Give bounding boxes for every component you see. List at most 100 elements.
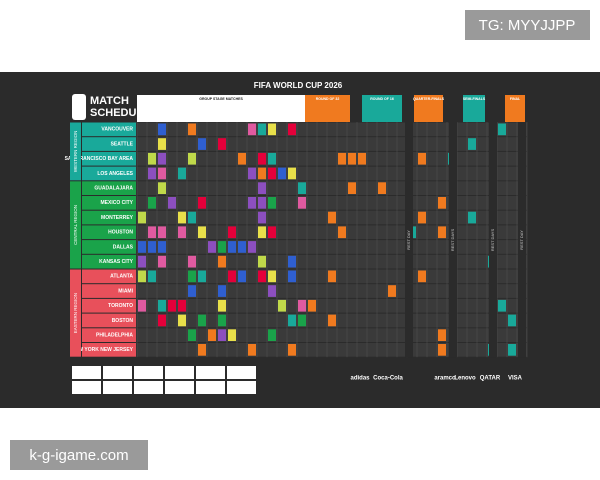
match-cell xyxy=(358,152,366,165)
city-label: GUADALAJARA xyxy=(94,185,133,191)
match-cell xyxy=(178,167,186,180)
city-cell xyxy=(82,269,136,284)
match-cell xyxy=(178,314,186,327)
city-label: KANSAS CITY xyxy=(99,259,134,265)
match-cell xyxy=(418,270,426,283)
match-cell xyxy=(288,270,296,283)
match-cell xyxy=(258,182,266,194)
match-cell xyxy=(208,241,216,253)
match-cell xyxy=(198,314,206,327)
city-label: NEW YORK NEW JERSEY xyxy=(71,347,133,353)
match-cell xyxy=(498,123,506,136)
match-cell xyxy=(278,167,286,180)
sponsor: adidas xyxy=(350,376,370,382)
match-cell xyxy=(148,152,156,165)
match-cell xyxy=(328,211,336,224)
city-label: MONTERREY xyxy=(101,215,134,221)
stage-header xyxy=(137,95,305,122)
city-label: ATLANTA xyxy=(110,274,133,280)
city-cell xyxy=(82,298,136,313)
row-band xyxy=(137,225,527,240)
stage-label: ROUND OF 32 xyxy=(316,97,340,101)
match-cell xyxy=(258,197,266,209)
region-label: CENTRAL REGION xyxy=(73,205,78,245)
match-cell xyxy=(388,285,396,297)
match-cell xyxy=(238,270,246,283)
city-cell xyxy=(82,137,136,151)
heading: SCHEDULE xyxy=(90,107,151,119)
match-cell xyxy=(148,270,156,283)
row-band xyxy=(137,196,527,210)
match-cell xyxy=(138,241,146,253)
match-cell xyxy=(158,314,166,327)
stage-label: ROUND OF 16 xyxy=(370,97,394,101)
match-cell xyxy=(188,270,196,283)
match-cell xyxy=(228,270,236,283)
match-cell xyxy=(138,299,146,312)
row-band xyxy=(137,166,527,181)
match-cell xyxy=(258,255,266,268)
match-cell xyxy=(188,329,196,341)
row-band xyxy=(137,137,527,151)
city-label: TORONTO xyxy=(108,303,133,309)
rest-day: REST DAYS xyxy=(490,229,495,252)
match-cell xyxy=(188,123,196,136)
stage-header xyxy=(463,95,485,122)
match-cell xyxy=(468,138,476,150)
row-band xyxy=(137,122,527,137)
city-label: MEXICO CITY xyxy=(100,200,133,206)
match-cell xyxy=(178,226,186,239)
match-cell xyxy=(138,270,146,283)
group-legend xyxy=(103,381,132,394)
city-label: VANCOUVER xyxy=(101,127,133,133)
match-cell xyxy=(178,299,186,312)
match-cell xyxy=(258,167,266,180)
city-cell xyxy=(82,343,136,357)
city-cell xyxy=(82,166,136,181)
match-cell xyxy=(348,152,356,165)
group-legend xyxy=(134,366,163,379)
city-label: SAN FRANCISCO BAY AREA xyxy=(65,156,134,162)
match-cell xyxy=(178,211,186,224)
row-band xyxy=(137,240,527,254)
match-cell xyxy=(188,152,196,165)
match-cell xyxy=(218,299,226,312)
rest-column xyxy=(489,122,497,358)
city-label: BOSTON xyxy=(112,318,134,324)
match-cell xyxy=(158,152,166,165)
city-cell xyxy=(82,313,136,328)
sponsor: aramco xyxy=(434,376,456,382)
stage-label: QUARTER-FINALS xyxy=(413,97,445,101)
match-cell xyxy=(248,123,256,136)
match-cell xyxy=(218,138,226,150)
city-label: MIAMI xyxy=(118,288,133,294)
match-cell xyxy=(198,226,206,239)
watermark: k-g-igame.com xyxy=(29,447,128,464)
group-legend xyxy=(227,381,256,394)
match-cell xyxy=(248,167,256,180)
city-cell xyxy=(82,181,136,195)
title: FIFA WORLD CUP 2026 xyxy=(254,81,343,90)
sponsor: VISA xyxy=(508,376,523,382)
match-cell xyxy=(268,123,276,136)
match-cell xyxy=(248,241,256,253)
stage-label: FINAL xyxy=(510,97,521,101)
stage-header xyxy=(362,95,402,122)
match-cell xyxy=(258,152,266,165)
match-cell xyxy=(158,123,166,136)
stage-header xyxy=(305,95,350,122)
city-label: PHILADELPHIA xyxy=(96,332,133,338)
match-cell xyxy=(268,226,276,239)
match-cell xyxy=(148,197,156,209)
match-cell xyxy=(238,241,246,253)
match-cell xyxy=(468,211,476,224)
rest-day: REST DAYS xyxy=(450,229,455,252)
poster xyxy=(0,72,600,408)
group-legend xyxy=(72,366,101,379)
region-label: EASTERN REGION xyxy=(73,293,78,333)
match-cell xyxy=(338,226,346,239)
match-cell xyxy=(168,197,176,209)
